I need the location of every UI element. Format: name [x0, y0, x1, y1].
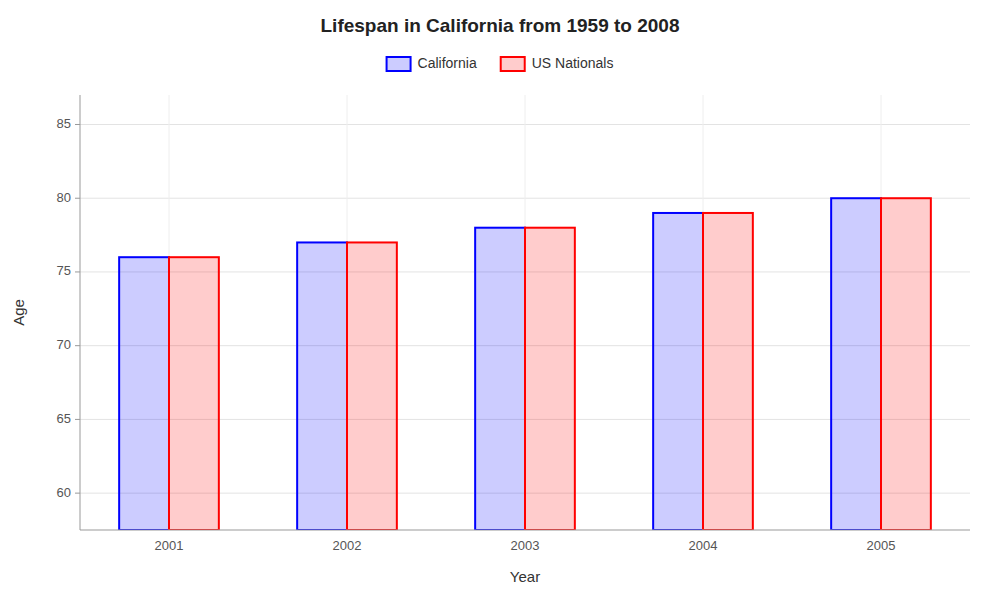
- y-tick: [75, 345, 80, 346]
- x-axis-label: Year: [510, 568, 540, 585]
- bar: [297, 242, 347, 530]
- bar: [831, 198, 881, 530]
- y-tick-label: 75: [57, 263, 71, 278]
- x-axis-line: [80, 530, 970, 531]
- legend-label: US Nationals: [532, 55, 614, 71]
- bar: [703, 213, 753, 530]
- title: Lifespan in California from 1959 to 2008: [321, 15, 680, 36]
- x-tick-label: 2003: [511, 538, 540, 553]
- y-axis-line: [80, 95, 81, 530]
- chart: 60 65 70 75 80 85 2001 2002 2003 2004 2005 Year Age L…: [0, 0, 1000, 600]
- y-tick-label: 80: [57, 190, 71, 205]
- y-tick-label: 85: [57, 116, 71, 131]
- legend-swatch: [501, 57, 525, 71]
- y-tick-label: 70: [57, 337, 71, 352]
- bar: [347, 242, 397, 530]
- x-tick-label: 2001: [155, 538, 184, 553]
- x-tick-label: 2004: [689, 538, 718, 553]
- legend-item: US Nationals: [501, 55, 614, 71]
- legend-label: California: [418, 55, 477, 71]
- bar: [881, 198, 931, 530]
- page: {"chart_data": {"type": "bar", "title": …: [0, 0, 1000, 600]
- x-tick-label: 2002: [333, 538, 362, 553]
- y-tick-label: 60: [57, 485, 71, 500]
- y-axis-label: Age: [10, 299, 27, 326]
- y-tick: [75, 198, 80, 199]
- legend-swatch: [387, 57, 411, 71]
- axes: 60 65 70 75 80 85 2001 2002 2003 2004 2005: [57, 95, 970, 553]
- y-tick: [75, 419, 80, 420]
- legend: California US Nationals: [387, 55, 614, 71]
- grid: [80, 95, 970, 530]
- y-tick: [75, 124, 80, 125]
- bar: [119, 257, 169, 530]
- chart-container: 60 65 70 75 80 85 2001 2002 2003 2004 2005 Year Age L…: [0, 0, 1000, 600]
- bar: [653, 213, 703, 530]
- y-tick: [75, 271, 80, 272]
- bar: [475, 228, 525, 530]
- legend-item: California: [387, 55, 477, 71]
- bar: [525, 228, 575, 530]
- y-tick-label: 65: [57, 411, 71, 426]
- bar: [169, 257, 219, 530]
- x-tick-label: 2005: [867, 538, 896, 553]
- y-tick: [75, 493, 80, 494]
- bars: [119, 198, 931, 530]
